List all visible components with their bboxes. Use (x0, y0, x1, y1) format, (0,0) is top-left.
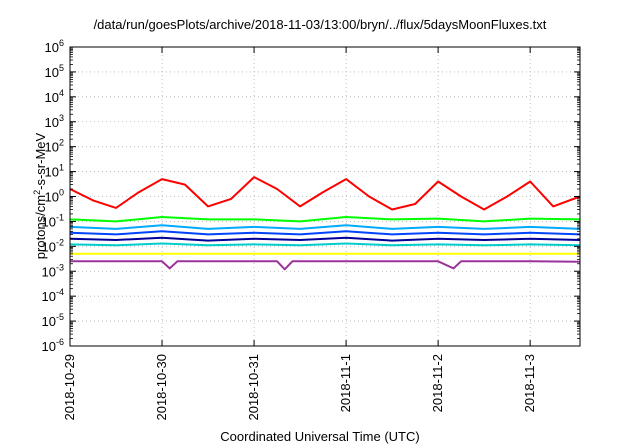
axes: 10-610-510-410-310-210-11001011021031041… (42, 38, 581, 421)
y-tick-label: 101 (45, 163, 64, 180)
chart-title: /data/run/goesPlots/archive/2018-11-03/1… (93, 17, 547, 32)
plot-frame (69, 46, 581, 347)
y-tick-exponent: 2 (59, 138, 64, 148)
series-line-0 (69, 176, 581, 211)
y-tick-label: 10-2 (42, 237, 64, 254)
series-line-5 (69, 242, 581, 247)
x-tick-label: 2018-11-2 (430, 354, 445, 412)
y-tick-exponent: -1 (56, 212, 64, 222)
x-tick-label: 2018-11-3 (522, 354, 537, 412)
series-layer (69, 176, 581, 271)
x-axis-label: Coordinated Universal Time (UTC) (220, 429, 420, 444)
y-tick-label: 10-4 (42, 287, 64, 304)
x-tick-label: 2018-10-29 (62, 354, 77, 421)
y-tick-label: 100 (45, 188, 64, 205)
series-line-4 (69, 236, 581, 242)
x-tick-label: 2018-11-1 (338, 354, 353, 412)
y-tick-exponent: -5 (56, 312, 64, 322)
y-tick-exponent: -3 (56, 262, 64, 272)
y-tick-exponent: 6 (59, 38, 64, 48)
y-tick-exponent: 5 (59, 63, 64, 73)
y-tick-label: 104 (45, 88, 64, 105)
y-tick-exponent: 0 (59, 188, 64, 198)
grid (70, 47, 580, 346)
x-tick-label: 2018-10-31 (246, 354, 261, 421)
y-tick-exponent: 4 (59, 88, 64, 98)
y-tick-label: 102 (45, 138, 64, 155)
y-tick-label: 10-1 (42, 212, 64, 229)
y-tick-label: 106 (45, 38, 64, 55)
y-tick-label: 103 (45, 113, 64, 130)
x-tick-label: 2018-10-30 (154, 354, 169, 421)
series-line-7 (70, 260, 581, 271)
y-tick-exponent: -4 (56, 287, 64, 297)
y-tick-label: 105 (45, 63, 64, 80)
y-tick-label: 10-3 (42, 262, 64, 279)
y-tick-exponent: 1 (59, 163, 64, 173)
series-line-1 (69, 216, 581, 223)
y-tick-label: 10-5 (42, 312, 64, 329)
series-line-2 (69, 224, 581, 230)
y-tick-exponent: -2 (56, 237, 64, 247)
y-tick-exponent: -6 (56, 337, 64, 347)
y-tick-label: 10-6 (42, 337, 64, 354)
y-tick-exponent: 3 (59, 113, 64, 123)
series-line-3 (69, 230, 581, 236)
